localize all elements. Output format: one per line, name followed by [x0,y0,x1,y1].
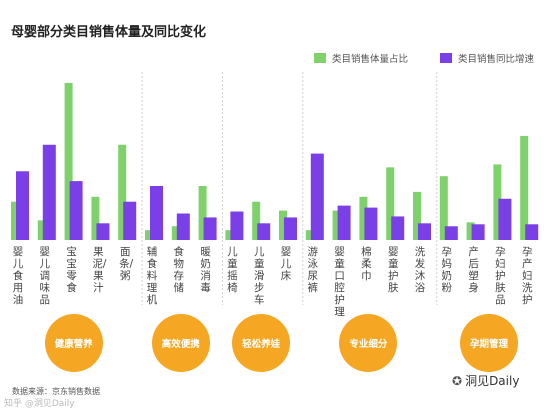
group-badge: 轻松养娃 [232,314,291,372]
group-badge: 专业细分 [339,314,398,372]
bar-growth [230,211,244,240]
bar-volume [252,201,261,240]
bar-volume [439,176,448,240]
wechat-icon: ✪ [452,373,463,388]
group-badge: 孕期管理 [460,314,518,372]
bar-volume [466,222,475,240]
group-badge: 健康营养 [44,314,103,372]
bar-growth [150,186,163,240]
legend-item-growth: 类目销售同比增速 [440,51,534,65]
bar-growth [69,181,83,240]
bar-volume [198,186,207,240]
bar-growth [123,201,137,240]
bar-growth [418,223,431,240]
category-label: 孕产妇洗护 [521,246,533,306]
category-label: 辅食料理机 [146,246,158,306]
brand-name: 洞见Daily [465,374,520,388]
category-label: 婴儿调味品 [39,246,51,306]
category-label: 宝宝零食 [66,246,77,294]
chart-title: 母婴部分类目销售体量及同比变化 [11,25,207,40]
bar-growth [471,224,485,240]
category-label: 儿童滑步车 [253,246,265,306]
category-label: 棉柔巾 [361,246,372,282]
bar-growth [42,144,56,240]
bar-growth [176,213,190,240]
bar-growth [364,207,378,240]
category-label: 孕妈奶粉 [441,246,453,294]
bar-growth [310,153,324,240]
category-label: 洗发沐浴 [414,246,426,294]
category-label: 婴童护肤 [387,246,399,294]
bar-volume [91,196,100,240]
legend-swatch-volume [314,53,326,63]
bar-volume [359,196,368,240]
bar-volume [145,230,153,240]
bar-volume [64,82,73,240]
bar-volume [118,144,127,240]
category-label: 婴儿床 [280,246,292,282]
bar-growth [498,198,512,240]
category-label: 果泥/果汁 [92,246,107,294]
legend-item-volume: 类目销售体量占比 [314,51,408,65]
bar-volume [413,191,421,240]
category-label: 产后塑身 [468,246,479,294]
legend-label-volume: 类目销售体量占比 [332,54,409,65]
bar-volume [225,230,234,240]
bar-volume [11,201,19,240]
category-label: 儿童摇椅 [227,246,238,294]
source-note: 数据来源：京东销售数据 [12,387,100,396]
watermark: 知乎 @洞见Daily [4,399,75,409]
category-label: 食物存储 [173,246,185,294]
bar-volume [171,226,180,240]
brand: ✪ 洞见Daily [452,372,519,389]
bar-volume [386,167,395,240]
bar-growth [337,205,351,240]
category-label: 孕妇护肤品 [495,246,506,306]
category-label: 游泳尿裤 [307,246,319,294]
bar-volume [305,230,314,240]
legend-swatch-growth [440,53,452,63]
bar-growth [203,217,217,240]
bar-growth [525,224,539,240]
legend-label-growth: 类目销售同比增速 [458,54,535,65]
bar-growth [16,171,29,240]
category-label: 暖奶消毒 [200,246,211,294]
bar-growth [284,217,297,240]
category-label: 婴童口腔护理 [334,246,345,318]
bar-volume [332,210,341,240]
group-badge: 高效便携 [151,314,210,372]
bar-volume [37,220,46,240]
category-label: 面条/粥 [119,246,134,282]
bar-growth [444,226,458,240]
bar-volume [493,164,502,240]
bar-growth [96,223,110,240]
bar-growth [391,216,405,240]
bar-growth [257,223,271,240]
category-label: 婴儿食用油 [12,246,24,306]
bar-volume [279,210,287,240]
bar-volume [520,135,529,240]
